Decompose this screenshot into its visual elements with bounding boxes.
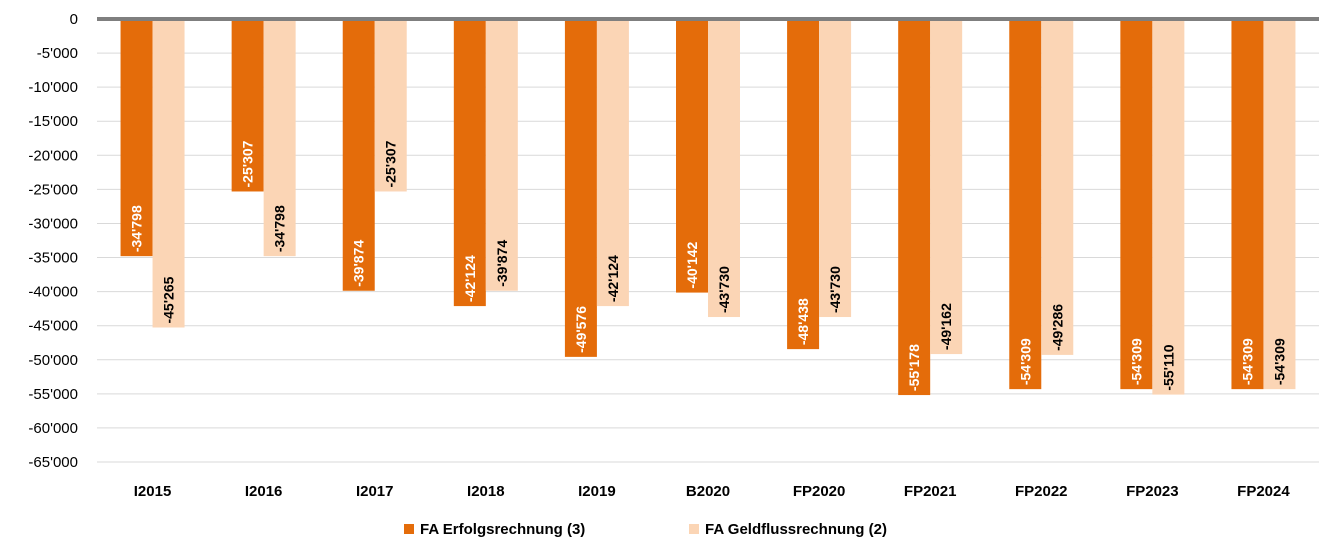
- bar-erfolgsrechnung: [564, 19, 597, 357]
- y-tick-label: 0: [70, 11, 78, 28]
- data-label: -45'265: [161, 276, 177, 323]
- bar-erfolgsrechnung: [120, 19, 153, 257]
- y-axis-ticks: 0 -5'000 -10'000 -15'000 -20'000 -25'000 -30'0…: [28, 11, 78, 471]
- y-tick-label: -35'000: [28, 250, 78, 267]
- data-label: -54'309: [1017, 338, 1033, 385]
- data-label: -55'178: [906, 344, 922, 391]
- data-label: -42'124: [605, 255, 621, 302]
- legend: FA Erfolgsrechnung (3) FA Geldflussrechnu…: [404, 521, 887, 538]
- legend-swatch: [404, 524, 414, 534]
- bar-geldflussrechnung: [930, 19, 963, 355]
- legend-swatch: [689, 524, 699, 534]
- data-labels: -34'798 -25'307 -39'874 -42'124 -49'576 -40'1…: [129, 140, 1288, 391]
- data-label: -40'142: [684, 241, 700, 288]
- data-label: -34'798: [129, 205, 145, 252]
- x-tick-label: FP2022: [1015, 483, 1068, 500]
- bar-erfolgsrechnung: [1120, 19, 1153, 390]
- x-axis-ticks: I2015 I2016 I2017 I2018 I2019 B2020 FP2020 FP20…: [134, 483, 1291, 500]
- y-tick-label: -30'000: [28, 215, 78, 232]
- bar-erfolgsrechnung: [453, 19, 486, 307]
- data-label: -49'162: [938, 303, 954, 350]
- x-tick-label: FP2020: [793, 483, 846, 500]
- data-label: -49'576: [573, 306, 589, 353]
- data-label: -34'798: [272, 205, 288, 252]
- bar-erfolgsrechnung: [787, 19, 820, 350]
- bar-erfolgsrechnung: [342, 19, 375, 291]
- data-label: -54'309: [1271, 338, 1287, 385]
- x-tick-label: FP2024: [1237, 483, 1290, 500]
- data-label: -54'309: [1128, 338, 1144, 385]
- data-label: -39'874: [494, 240, 510, 287]
- data-label: -54'309: [1239, 338, 1255, 385]
- bar-geldflussrechnung: [596, 19, 629, 307]
- bar-erfolgsrechnung: [676, 19, 708, 293]
- data-label: -43'730: [716, 266, 732, 313]
- bars: [120, 19, 1296, 396]
- bar-geldflussrechnung: [152, 19, 185, 328]
- y-tick-label: -55'000: [28, 386, 78, 403]
- data-label: -25'307: [240, 140, 256, 187]
- bar-erfolgsrechnung: [898, 19, 931, 396]
- y-tick-label: -15'000: [28, 113, 78, 130]
- bar-erfolgsrechnung: [231, 19, 264, 192]
- bar-geldflussrechnung: [708, 19, 740, 318]
- data-label: -48'438: [795, 298, 811, 345]
- legend-label: FA Geldflussrechnung (2): [705, 521, 887, 538]
- y-tick-label: -60'000: [28, 420, 78, 437]
- y-tick-label: -50'000: [28, 352, 78, 369]
- bar-geldflussrechnung: [1041, 19, 1074, 355]
- x-tick-label: I2015: [134, 483, 172, 500]
- x-tick-label: I2019: [578, 483, 616, 500]
- data-label: -25'307: [383, 140, 399, 187]
- data-label: -42'124: [462, 255, 478, 302]
- y-tick-label: -45'000: [28, 318, 78, 335]
- x-tick-label: I2017: [356, 483, 394, 500]
- bar-geldflussrechnung: [819, 19, 852, 318]
- x-tick-label: FP2023: [1126, 483, 1179, 500]
- x-tick-label: B2020: [686, 483, 730, 500]
- data-label: -43'730: [827, 266, 843, 313]
- legend-label: FA Erfolgsrechnung (3): [420, 521, 585, 538]
- y-tick-label: -25'000: [28, 181, 78, 198]
- bar-geldflussrechnung: [263, 19, 296, 257]
- bar-geldflussrechnung: [1263, 19, 1296, 390]
- bar-geldflussrechnung: [374, 19, 407, 192]
- y-tick-label: -40'000: [28, 284, 78, 301]
- bar-geldflussrechnung: [1152, 19, 1185, 395]
- data-label: -49'286: [1049, 304, 1065, 351]
- y-tick-label: -10'000: [28, 79, 78, 96]
- x-tick-label: I2018: [467, 483, 505, 500]
- data-label: -55'110: [1160, 344, 1176, 390]
- x-tick-label: FP2021: [904, 483, 957, 500]
- y-tick-label: -65'000: [28, 454, 78, 471]
- y-tick-label: -20'000: [28, 147, 78, 164]
- data-label: -39'874: [351, 240, 367, 287]
- bar-erfolgsrechnung: [1009, 19, 1042, 390]
- bar-geldflussrechnung: [485, 19, 518, 291]
- y-tick-label: -5'000: [37, 45, 78, 62]
- bar-erfolgsrechnung: [1231, 19, 1264, 390]
- x-tick-label: I2016: [245, 483, 283, 500]
